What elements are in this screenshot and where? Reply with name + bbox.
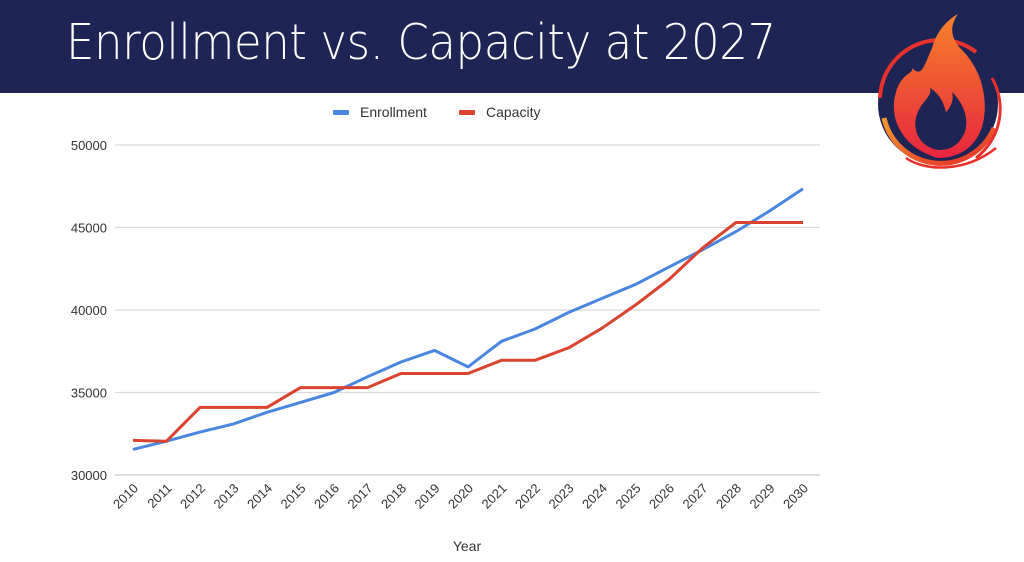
legend-swatch-enrollment bbox=[333, 110, 349, 115]
x-tick-label: 2030 bbox=[780, 481, 811, 512]
flame-logo-icon bbox=[878, 14, 1002, 169]
x-tick-label: 2013 bbox=[211, 481, 242, 512]
x-axis-title: Year bbox=[453, 538, 482, 554]
logo-swoosh bbox=[905, 147, 997, 169]
y-tick-label: 40000 bbox=[71, 303, 107, 318]
legend-label-enrollment: Enrollment bbox=[360, 104, 427, 120]
x-tick-label: 2022 bbox=[512, 481, 543, 512]
slide-header: Enrollment vs. Capacity at 2027 bbox=[0, 0, 1024, 93]
x-tick-label: 2021 bbox=[479, 481, 510, 512]
gridlines bbox=[115, 144, 820, 476]
slide-title: Enrollment vs. Capacity at 2027 bbox=[66, 14, 776, 71]
series-line-capacity bbox=[132, 221, 803, 443]
x-tick-label: 2026 bbox=[646, 481, 677, 512]
y-tick-label: 35000 bbox=[71, 386, 107, 401]
chart-legend: Enrollment Capacity bbox=[333, 104, 540, 120]
line-chart: Enrollment Capacity 30000 35000 40000 45000… bbox=[71, 104, 820, 554]
x-tick-label: 2018 bbox=[378, 481, 409, 512]
x-tick-label: 2028 bbox=[713, 481, 744, 512]
x-tick-label: 2025 bbox=[613, 481, 644, 512]
x-tick-label: 2019 bbox=[412, 481, 443, 512]
y-tick-label: 50000 bbox=[71, 138, 107, 153]
x-tick-label: 2012 bbox=[177, 481, 208, 512]
logo-ring-bottom bbox=[881, 117, 997, 166]
logo-ring-top bbox=[878, 37, 978, 99]
x-tick-label: 2029 bbox=[747, 481, 778, 512]
legend-swatch-capacity bbox=[459, 110, 475, 115]
x-tick-label: 2016 bbox=[311, 481, 342, 512]
x-tick-label: 2017 bbox=[345, 481, 376, 512]
x-tick-label: 2024 bbox=[579, 481, 610, 512]
y-axis-ticks: 30000 35000 40000 45000 50000 bbox=[71, 138, 107, 483]
logo-ring-right bbox=[975, 77, 1002, 160]
x-tick-label: 2027 bbox=[680, 481, 711, 512]
series-line-enrollment bbox=[132, 187, 804, 451]
y-tick-label: 30000 bbox=[71, 468, 107, 483]
y-tick-label: 45000 bbox=[71, 221, 107, 236]
x-tick-label: 2015 bbox=[278, 481, 309, 512]
x-axis-ticks: 2010 2011 2012 2013 2014 2015 2016 2017 2018 2019… bbox=[110, 481, 811, 512]
x-tick-label: 2010 bbox=[110, 481, 141, 512]
x-tick-label: 2020 bbox=[445, 481, 476, 512]
logo-flame-inner bbox=[915, 88, 967, 150]
x-tick-label: 2014 bbox=[244, 481, 275, 512]
legend-label-capacity: Capacity bbox=[486, 104, 540, 120]
x-tick-label: 2011 bbox=[144, 481, 174, 511]
series-lines bbox=[132, 187, 804, 451]
x-tick-label: 2023 bbox=[546, 481, 577, 512]
